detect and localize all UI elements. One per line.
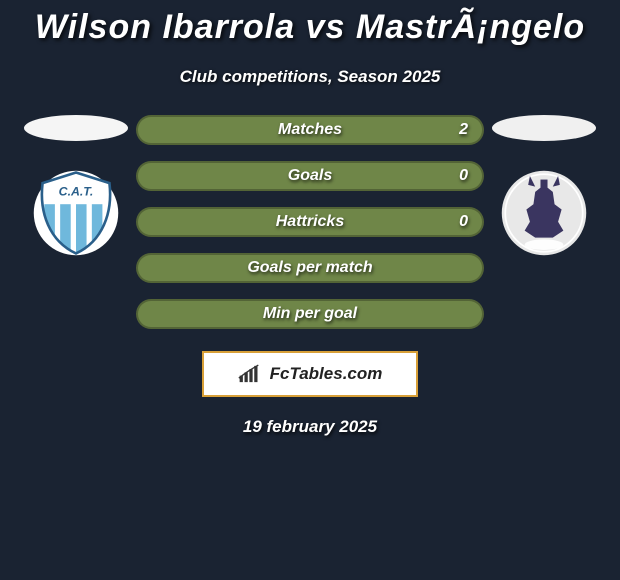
comparison-card: Wilson Ibarrola vs MastrÃ¡ngelo Club com… — [0, 0, 620, 580]
right-club-crest — [500, 169, 588, 257]
right-player-badge — [492, 115, 596, 141]
stat-pill: Hattricks 0 — [136, 207, 484, 237]
right-column — [484, 115, 604, 257]
stat-label: Goals — [288, 167, 332, 185]
stat-value: 0 — [459, 167, 468, 185]
stat-value: 2 — [459, 121, 468, 139]
footer-date: 19 february 2025 — [0, 417, 620, 437]
stats-column: Matches 2 Goals 0 Hattricks 0 Goals per match M… — [136, 115, 484, 329]
stat-pill: Goals per match — [136, 253, 484, 283]
bar-chart-icon — [238, 364, 264, 384]
left-player-badge — [24, 115, 128, 141]
stat-label: Min per goal — [263, 305, 357, 323]
left-club-crest: C.A.T. — [32, 169, 120, 257]
subtitle: Club competitions, Season 2025 — [0, 67, 620, 87]
stat-value: 0 — [459, 213, 468, 231]
left-column: C.A.T. — [16, 115, 136, 257]
shield-icon: C.A.T. — [32, 169, 120, 257]
stat-label: Goals per match — [247, 259, 372, 277]
stat-pill: Matches 2 — [136, 115, 484, 145]
brand-badge[interactable]: FcTables.com — [202, 351, 418, 397]
stat-pill: Min per goal — [136, 299, 484, 329]
stat-pill: Goals 0 — [136, 161, 484, 191]
page-title: Wilson Ibarrola vs MastrÃ¡ngelo — [0, 0, 620, 47]
svg-text:C.A.T.: C.A.T. — [59, 184, 94, 198]
main-row: C.A.T. Matches 2 Goals 0 Hattricks 0 Goals per… — [0, 115, 620, 329]
stat-label: Matches — [278, 121, 342, 139]
emblem-icon — [500, 169, 588, 257]
stat-label: Hattricks — [276, 213, 344, 231]
brand-text: FcTables.com — [270, 364, 383, 384]
